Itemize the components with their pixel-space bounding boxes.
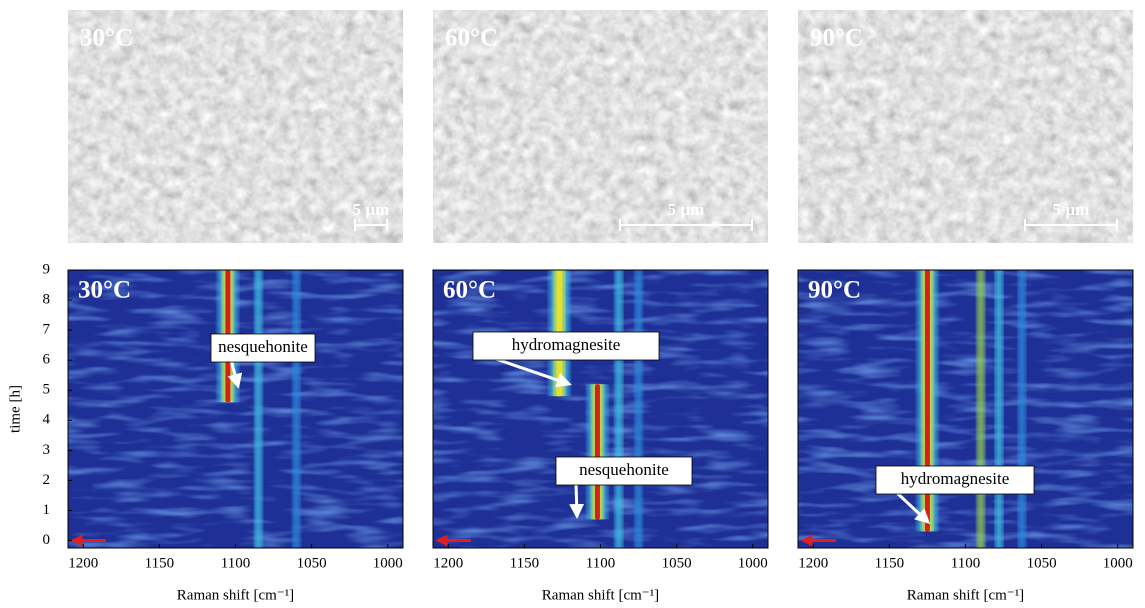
x-axis-label: Raman shift [cm⁻¹] [177,587,294,603]
scale-bar-label: 5 µm [1053,200,1090,219]
band [635,270,643,548]
x-tick-label: 1000 [373,555,403,571]
band [995,270,1003,548]
figure: 30°C 5 µm 30°C nesquehonite 1200 1150 1100 1050… [0,0,1145,608]
y-axis-label: time [h] [7,385,23,433]
y-tick-label: 5 [43,382,51,398]
scale-bar-label: 5 µm [668,200,705,219]
x-tick-label: 1150 [875,555,904,571]
y-tick-label: 3 [43,442,51,458]
y-tick-label: 8 [43,291,51,307]
x-tick-label: 1050 [662,555,692,571]
y-tick-label: 0 [43,532,51,548]
band [615,270,623,548]
scale-bar-label: 5 µm [353,200,390,219]
x-tick-label: 1050 [297,555,327,571]
band [254,270,262,548]
x-axis-label: Raman shift [cm⁻¹] [907,587,1024,603]
y-tick-label: 2 [43,472,51,488]
x-tick-label: 1200 [433,555,463,571]
y-tick-label: 1 [43,502,51,518]
y-tick-label: 9 [43,261,51,277]
band [1018,270,1026,548]
x-axis-label: Raman shift [cm⁻¹] [542,587,659,603]
annotation: hydromagnesite [901,469,1010,488]
y-tick-label: 4 [43,412,51,428]
band [292,270,300,548]
sem-label: 30°C [80,25,133,52]
sem-label: 60°C [445,25,498,52]
plot-label: 60°C [443,277,496,304]
x-tick-label: 1050 [1027,555,1057,571]
band [977,270,985,548]
heatmap-texture [798,270,1133,548]
plot-label: 30°C [78,277,131,304]
annotation-arrow [576,483,577,516]
y-tick-label: 6 [43,352,51,368]
x-tick-label: 1200 [68,555,98,571]
x-tick-label: 1100 [221,555,250,571]
x-tick-label: 1150 [145,555,174,571]
x-tick-label: 1000 [1103,555,1133,571]
annotation: nesquehonite [579,460,669,479]
sem-label: 90°C [810,25,863,52]
band-core [595,384,600,519]
annotation: hydromagnesite [512,335,621,354]
y-tick-label: 7 [43,322,51,338]
x-tick-label: 1100 [586,555,615,571]
x-tick-label: 1150 [510,555,539,571]
plot-label: 90°C [808,277,861,304]
x-tick-label: 1200 [798,555,828,571]
x-tick-label: 1000 [738,555,768,571]
x-tick-label: 1100 [951,555,980,571]
annotation: nesquehonite [218,337,308,356]
